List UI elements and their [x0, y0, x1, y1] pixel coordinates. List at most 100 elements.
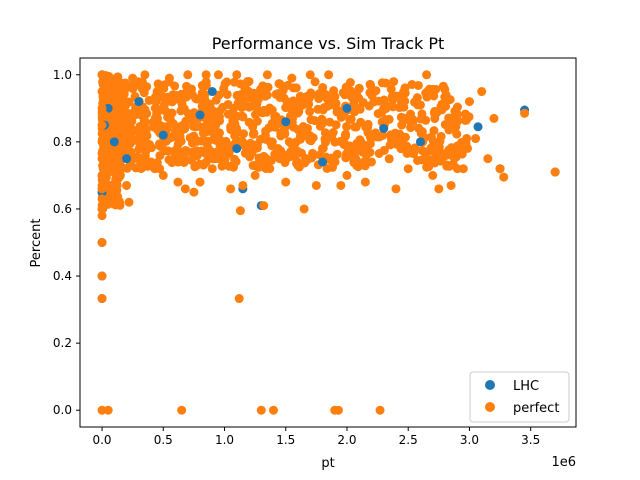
scatter-point-perfect	[354, 83, 364, 93]
scatter-point-perfect	[122, 180, 132, 190]
scatter-point-perfect	[409, 149, 419, 159]
scatter-point-perfect	[471, 134, 481, 144]
x-axis-ticks: 0.0 0.5 1.0 1.5 2.0 2.5 3.0 3.5	[92, 427, 540, 447]
scatter-point-perfect	[444, 161, 454, 171]
scatter-point-perfect	[406, 123, 416, 133]
scatter-point-perfect	[477, 87, 487, 97]
scatter-point-perfect	[311, 180, 321, 190]
x-tick-label: 2.5	[399, 433, 418, 447]
scatter-point-perfect	[394, 103, 404, 113]
scatter-point-perfect	[336, 180, 346, 190]
scatter-point-perfect	[314, 94, 324, 104]
scatter-point-perfect	[163, 146, 173, 156]
scatter-point-perfect	[106, 162, 116, 172]
scatter-point-perfect	[384, 154, 394, 164]
scatter-point-lhc	[342, 103, 352, 113]
scatter-point-perfect	[261, 153, 271, 163]
scatter-point-perfect	[141, 139, 151, 149]
scatter-point-perfect	[375, 405, 385, 415]
scatter-point-perfect	[140, 129, 150, 139]
scatter-point-perfect	[333, 405, 343, 415]
scatter-point-perfect	[317, 144, 327, 154]
scatter-point-perfect	[324, 93, 334, 103]
scatter-point-perfect	[342, 122, 352, 132]
scatter-point-perfect	[252, 116, 262, 126]
scatter-point-perfect	[244, 76, 254, 86]
scatter-point-perfect	[164, 73, 174, 83]
scatter-point-perfect	[371, 128, 381, 138]
scatter-point-perfect	[210, 109, 220, 119]
scatter-point-perfect	[104, 184, 114, 194]
scatter-point-perfect	[154, 119, 164, 129]
scatter-point-perfect	[201, 70, 211, 80]
scatter-point-perfect	[99, 177, 109, 187]
scatter-point-perfect	[97, 211, 107, 221]
scatter-point-perfect	[405, 116, 415, 126]
scatter-point-perfect	[365, 88, 375, 98]
scatter-point-lhc	[195, 110, 205, 120]
scatter-point-perfect	[461, 115, 471, 125]
scatter-point-perfect	[429, 86, 439, 96]
x-tick-label: 0.0	[92, 433, 111, 447]
scatter-point-lhc	[379, 123, 389, 133]
axes-frame	[79, 57, 577, 428]
y-axis-label: Percent	[29, 219, 44, 268]
scatter-point-perfect	[308, 152, 318, 162]
scatter-point-perfect	[207, 164, 217, 174]
scatter-point-perfect	[441, 90, 451, 100]
scatter-point-perfect	[421, 151, 431, 161]
scatter-point-perfect	[396, 144, 406, 154]
scatter-point-perfect	[270, 112, 280, 122]
scatter-point-perfect	[305, 70, 315, 80]
x-tick-label: 2.0	[337, 433, 356, 447]
scatter-point-perfect	[97, 238, 107, 247]
scatter-point-perfect	[276, 128, 286, 138]
scatter-point-perfect	[167, 108, 177, 118]
scatter-point-perfect	[140, 70, 150, 80]
legend-label-lhc: LHC	[513, 379, 539, 394]
scatter-point-perfect	[265, 164, 275, 174]
scatter-point-perfect	[256, 405, 266, 415]
scatter-point-perfect	[123, 118, 133, 128]
scatter-point-perfect	[156, 105, 166, 115]
scatter-point-lhc	[122, 154, 132, 164]
scatter-point-perfect	[428, 170, 438, 180]
scatter-point-perfect	[435, 156, 445, 166]
scatter-point-perfect	[239, 129, 249, 139]
scatter-point-perfect	[281, 177, 291, 187]
scatter-point-perfect	[260, 91, 270, 101]
scatter-point-perfect	[105, 94, 115, 104]
scatter-point-perfect	[218, 140, 228, 150]
scatter-point-perfect	[330, 100, 340, 110]
scatter-point-perfect	[464, 97, 474, 107]
scatter-point-perfect	[229, 109, 239, 119]
scatter-point-perfect	[329, 86, 339, 96]
scatter-point-perfect	[97, 271, 107, 281]
scatter-point-perfect	[310, 77, 320, 87]
scatter-point-perfect	[191, 94, 201, 104]
scatter-point-perfect	[391, 184, 401, 194]
scatter-point-perfect	[124, 197, 134, 207]
scatter-point-perfect	[363, 119, 373, 129]
scatter-point-perfect	[213, 70, 223, 80]
scatter-point-perfect	[388, 95, 398, 105]
scatter-point-perfect	[426, 132, 436, 142]
y-tick-label: 0.6	[53, 202, 72, 216]
scatter-point-perfect	[167, 97, 177, 107]
scatter-point-perfect	[328, 162, 338, 172]
y-tick-label: 0.2	[53, 336, 72, 350]
scatter-point-lhc	[232, 144, 242, 154]
scatter-point-perfect	[140, 151, 150, 161]
scatter-point-perfect	[290, 99, 300, 109]
scatter-point-perfect	[156, 139, 166, 149]
scatter-point-perfect	[197, 80, 207, 90]
y-tick-label: 0.8	[53, 135, 72, 149]
scatter-point-perfect	[123, 131, 133, 141]
scatter-point-perfect	[107, 116, 117, 126]
scatter-point-perfect	[250, 170, 260, 180]
scatter-point-perfect	[203, 150, 213, 160]
scatter-point-perfect	[426, 143, 436, 153]
x-axis-label: pt	[321, 456, 334, 471]
scatter-point-perfect	[399, 87, 409, 97]
scatter-point-perfect	[98, 164, 108, 174]
